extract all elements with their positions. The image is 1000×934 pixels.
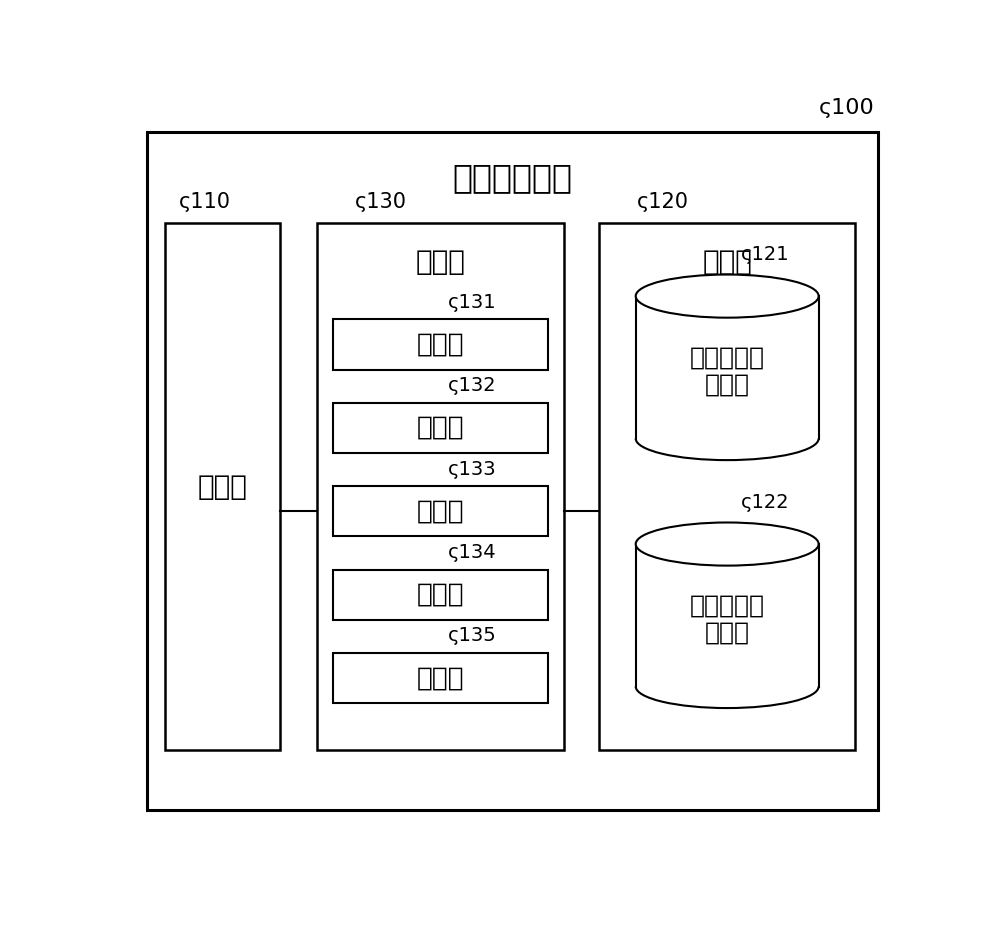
Bar xyxy=(333,403,548,453)
Bar xyxy=(599,223,855,750)
Text: ς131: ς131 xyxy=(448,292,497,312)
Ellipse shape xyxy=(636,522,819,566)
Text: ς135: ς135 xyxy=(448,627,497,645)
Bar xyxy=(317,223,564,750)
Text: 存储部: 存储部 xyxy=(702,248,752,276)
Bar xyxy=(333,319,548,370)
Text: 提供部: 提供部 xyxy=(417,582,464,608)
Bar xyxy=(333,653,548,703)
Text: ς120: ς120 xyxy=(637,192,688,212)
Text: 决定部: 决定部 xyxy=(417,665,464,691)
Text: ς110: ς110 xyxy=(179,192,231,212)
Text: ς121: ς121 xyxy=(741,245,790,263)
Text: ς133: ς133 xyxy=(448,460,497,478)
Text: 控制部: 控制部 xyxy=(415,248,465,276)
Text: 化妆品信息: 化妆品信息 xyxy=(690,594,765,618)
Bar xyxy=(636,296,819,439)
Text: 通信部: 通信部 xyxy=(198,473,248,501)
Text: ς100: ς100 xyxy=(819,98,874,119)
Ellipse shape xyxy=(636,275,819,318)
Text: 生成部: 生成部 xyxy=(417,415,464,441)
Text: ς134: ς134 xyxy=(448,543,497,562)
Text: ς132: ς132 xyxy=(448,376,497,395)
Bar xyxy=(165,223,280,750)
Text: ς130: ς130 xyxy=(354,192,406,212)
Text: 信息处理装置: 信息处理装置 xyxy=(452,162,572,194)
Bar xyxy=(333,570,548,620)
Text: 应用部: 应用部 xyxy=(417,499,464,524)
Text: 存储部: 存储部 xyxy=(705,373,750,396)
Text: ς122: ς122 xyxy=(741,493,790,512)
Text: 存储部: 存储部 xyxy=(705,620,750,644)
Text: 发布者信息: 发布者信息 xyxy=(690,347,765,370)
Bar xyxy=(636,544,819,686)
Text: 获取部: 获取部 xyxy=(417,332,464,358)
Bar xyxy=(333,487,548,536)
